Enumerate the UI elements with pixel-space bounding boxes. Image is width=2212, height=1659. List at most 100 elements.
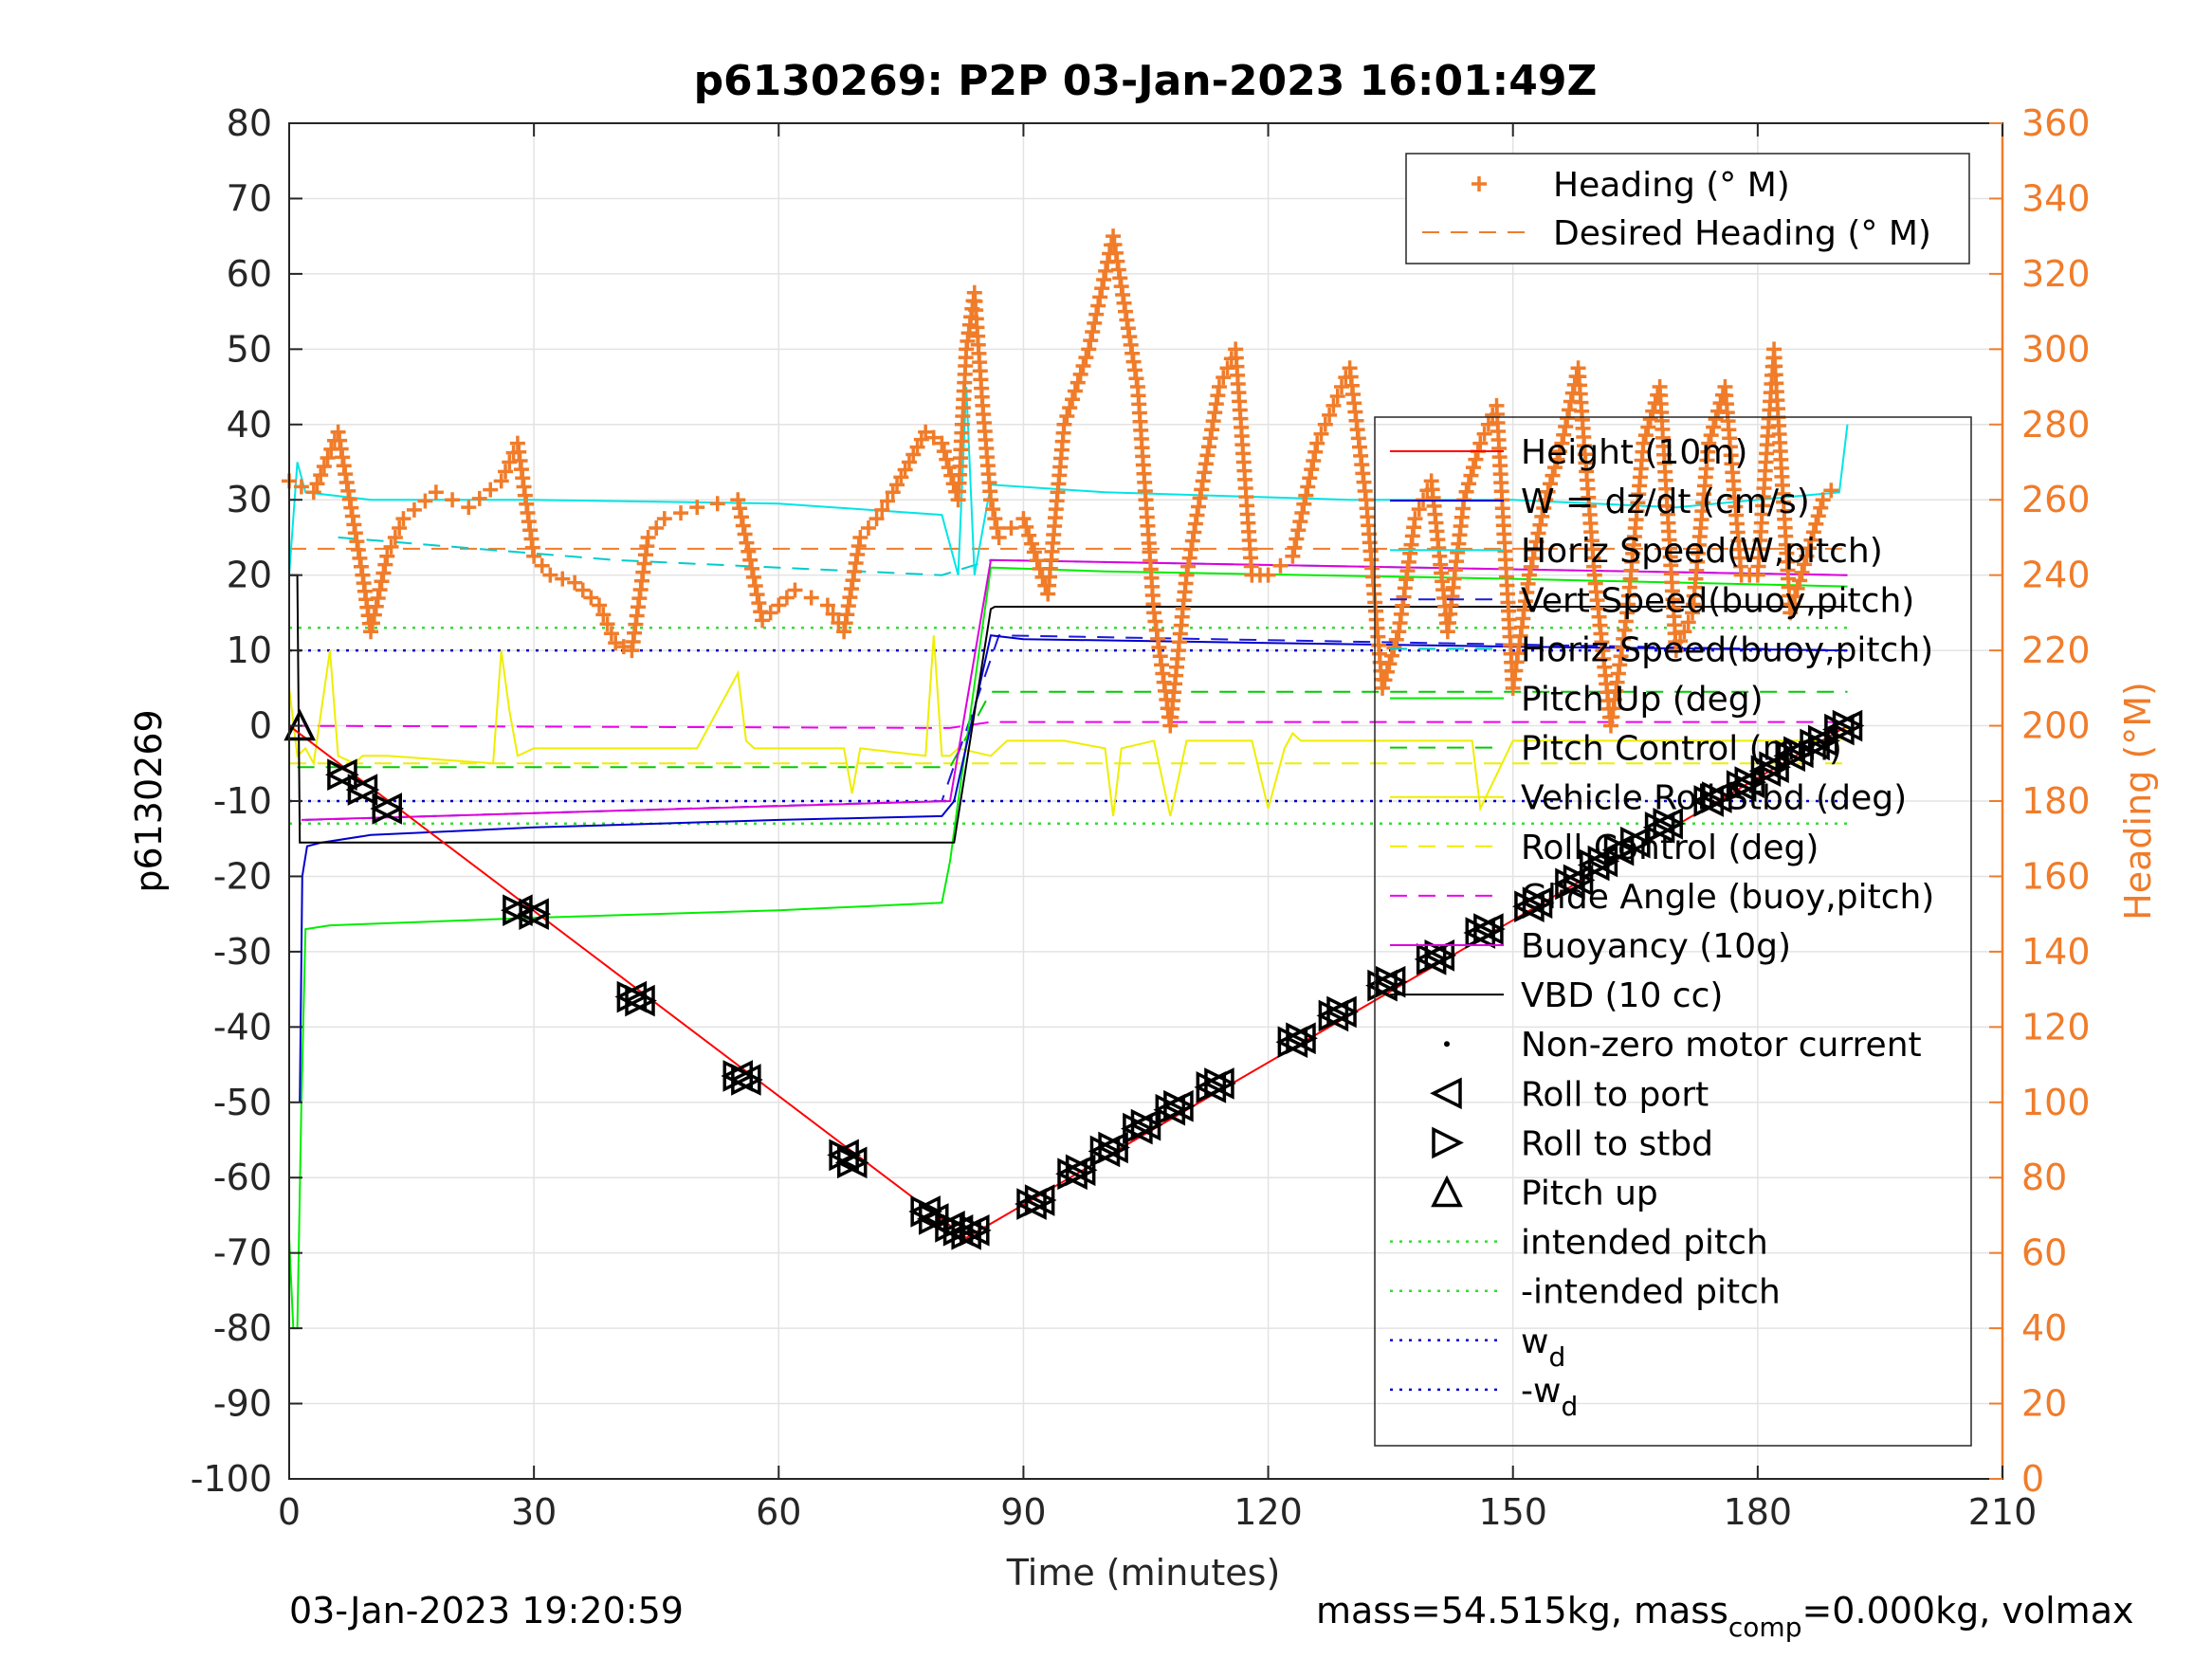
legend-label: intended pitch — [1521, 1224, 1768, 1263]
heading-point — [1526, 542, 1543, 558]
heading-point — [1480, 416, 1496, 432]
x-axis: 0 30 60 90 120 150 180 210 — [278, 123, 2037, 1533]
x-tick-label: 0 — [278, 1491, 301, 1533]
heading-point — [1287, 539, 1303, 556]
heading-point — [1065, 392, 1081, 408]
heading-point — [709, 496, 725, 512]
heading-point — [1799, 548, 1815, 564]
heading-point — [313, 467, 329, 483]
heading-point — [1540, 483, 1556, 500]
heading-point — [1021, 527, 1037, 543]
heading-point — [1801, 540, 1817, 556]
heading-point — [1096, 272, 1112, 287]
heading-point — [542, 567, 558, 583]
heading-point — [461, 500, 477, 516]
y-tick-label: -50 — [213, 1082, 272, 1123]
legend-label: -wd — [1521, 1372, 1578, 1422]
heading-point — [375, 565, 392, 581]
heading-point — [1554, 435, 1570, 451]
roll-to-stbd-marker — [1587, 845, 1620, 878]
footer-timestamp: 03-Jan-2023 19:20:59 — [289, 1590, 684, 1632]
heading-point — [1024, 536, 1040, 552]
heading-point — [575, 582, 591, 598]
heading-point — [483, 482, 499, 498]
heading-point — [1784, 596, 1801, 612]
heading-point — [1461, 476, 1476, 492]
legend-sample — [1430, 1077, 1462, 1110]
heading-point — [1098, 263, 1114, 279]
y-tick-label: 60 — [227, 253, 272, 295]
y-tick-label: 70 — [227, 177, 272, 219]
heading-point — [803, 590, 819, 606]
heading-point — [305, 484, 321, 501]
heading-point — [1523, 558, 1539, 574]
heading-point — [739, 535, 755, 551]
heading-point — [595, 607, 612, 623]
heading-point — [1386, 640, 1402, 656]
heading-point — [745, 569, 761, 585]
heading-point — [735, 518, 751, 534]
heading-point — [751, 595, 767, 611]
heading-point — [1309, 435, 1325, 451]
heading-point — [1379, 664, 1395, 680]
roll-to-stbd-marker — [1702, 781, 1734, 813]
y-tick-label: 0 — [249, 705, 272, 747]
series-heading-m — [282, 228, 1839, 734]
series-vehicle-roll-stbd-deg — [288, 635, 1849, 817]
legend-label: Roll Control (deg) — [1521, 829, 1819, 867]
y-right-tick-label: 180 — [2021, 780, 2091, 822]
heading-point — [1381, 656, 1398, 672]
heading-point — [363, 624, 379, 640]
y-right-tick-label: 120 — [2021, 1006, 2091, 1048]
legend-sample — [1431, 1175, 1463, 1208]
x-tick-label: 90 — [1000, 1491, 1046, 1533]
heading-point — [395, 511, 411, 527]
y-right-tick-label: 320 — [2021, 253, 2091, 295]
heading-point — [656, 511, 672, 527]
heading-point — [868, 511, 885, 527]
roll-to-stbd-marker — [327, 758, 359, 792]
roll-to-stbd-marker — [1163, 1089, 1196, 1122]
heading-point — [608, 635, 624, 651]
heading-point — [1560, 410, 1576, 427]
roll-to-stbd-marker — [1620, 826, 1653, 859]
y-right-tick-label: 80 — [2021, 1157, 2067, 1198]
right-y-axis-label: Heading (°M) — [2117, 682, 2159, 921]
heading-point — [320, 449, 336, 465]
heading-point — [1673, 633, 1689, 649]
legend-main: Height (10m) W = dz/dt (cm/s) Horiz Speed(… — [1374, 416, 1972, 1447]
heading-point — [1059, 408, 1075, 424]
roll-to-stbd-marker — [1326, 995, 1359, 1029]
heading-point — [293, 479, 309, 495]
heading-point — [749, 587, 765, 603]
series-buoyancy-10g — [301, 558, 1848, 821]
heading-point — [1067, 383, 1083, 399]
heading-point — [1029, 553, 1045, 569]
heading-point — [1676, 624, 1692, 640]
heading-point — [1087, 315, 1103, 331]
heading-point — [406, 501, 422, 518]
y-tick-label: -10 — [213, 780, 272, 822]
heading-point — [309, 476, 325, 492]
legend-label: Vert Speed(buoy,pitch) — [1521, 581, 1914, 620]
heading-point — [787, 582, 803, 598]
heading-point — [1545, 467, 1561, 483]
heading-point — [1468, 451, 1484, 467]
heading-point — [1092, 289, 1108, 305]
heading-point — [1388, 631, 1404, 647]
heading-point — [1556, 427, 1572, 443]
heading-point — [1298, 487, 1314, 503]
heading-point — [732, 501, 748, 517]
y-tick-label: 50 — [227, 328, 272, 370]
legend-sample — [1444, 1041, 1450, 1048]
heading-point — [744, 560, 760, 576]
heading-point — [1528, 534, 1545, 550]
heading-point — [1329, 388, 1345, 404]
heading-point — [1815, 492, 1831, 508]
heading-point — [987, 511, 1003, 527]
roll-to-stbd-marker — [1734, 766, 1767, 798]
legend-label: Horiz Speed(buoy,pitch) — [1521, 630, 1933, 669]
heading-point — [918, 424, 934, 440]
heading-point — [989, 520, 1005, 537]
roll-to-stbd-marker — [1473, 913, 1506, 945]
